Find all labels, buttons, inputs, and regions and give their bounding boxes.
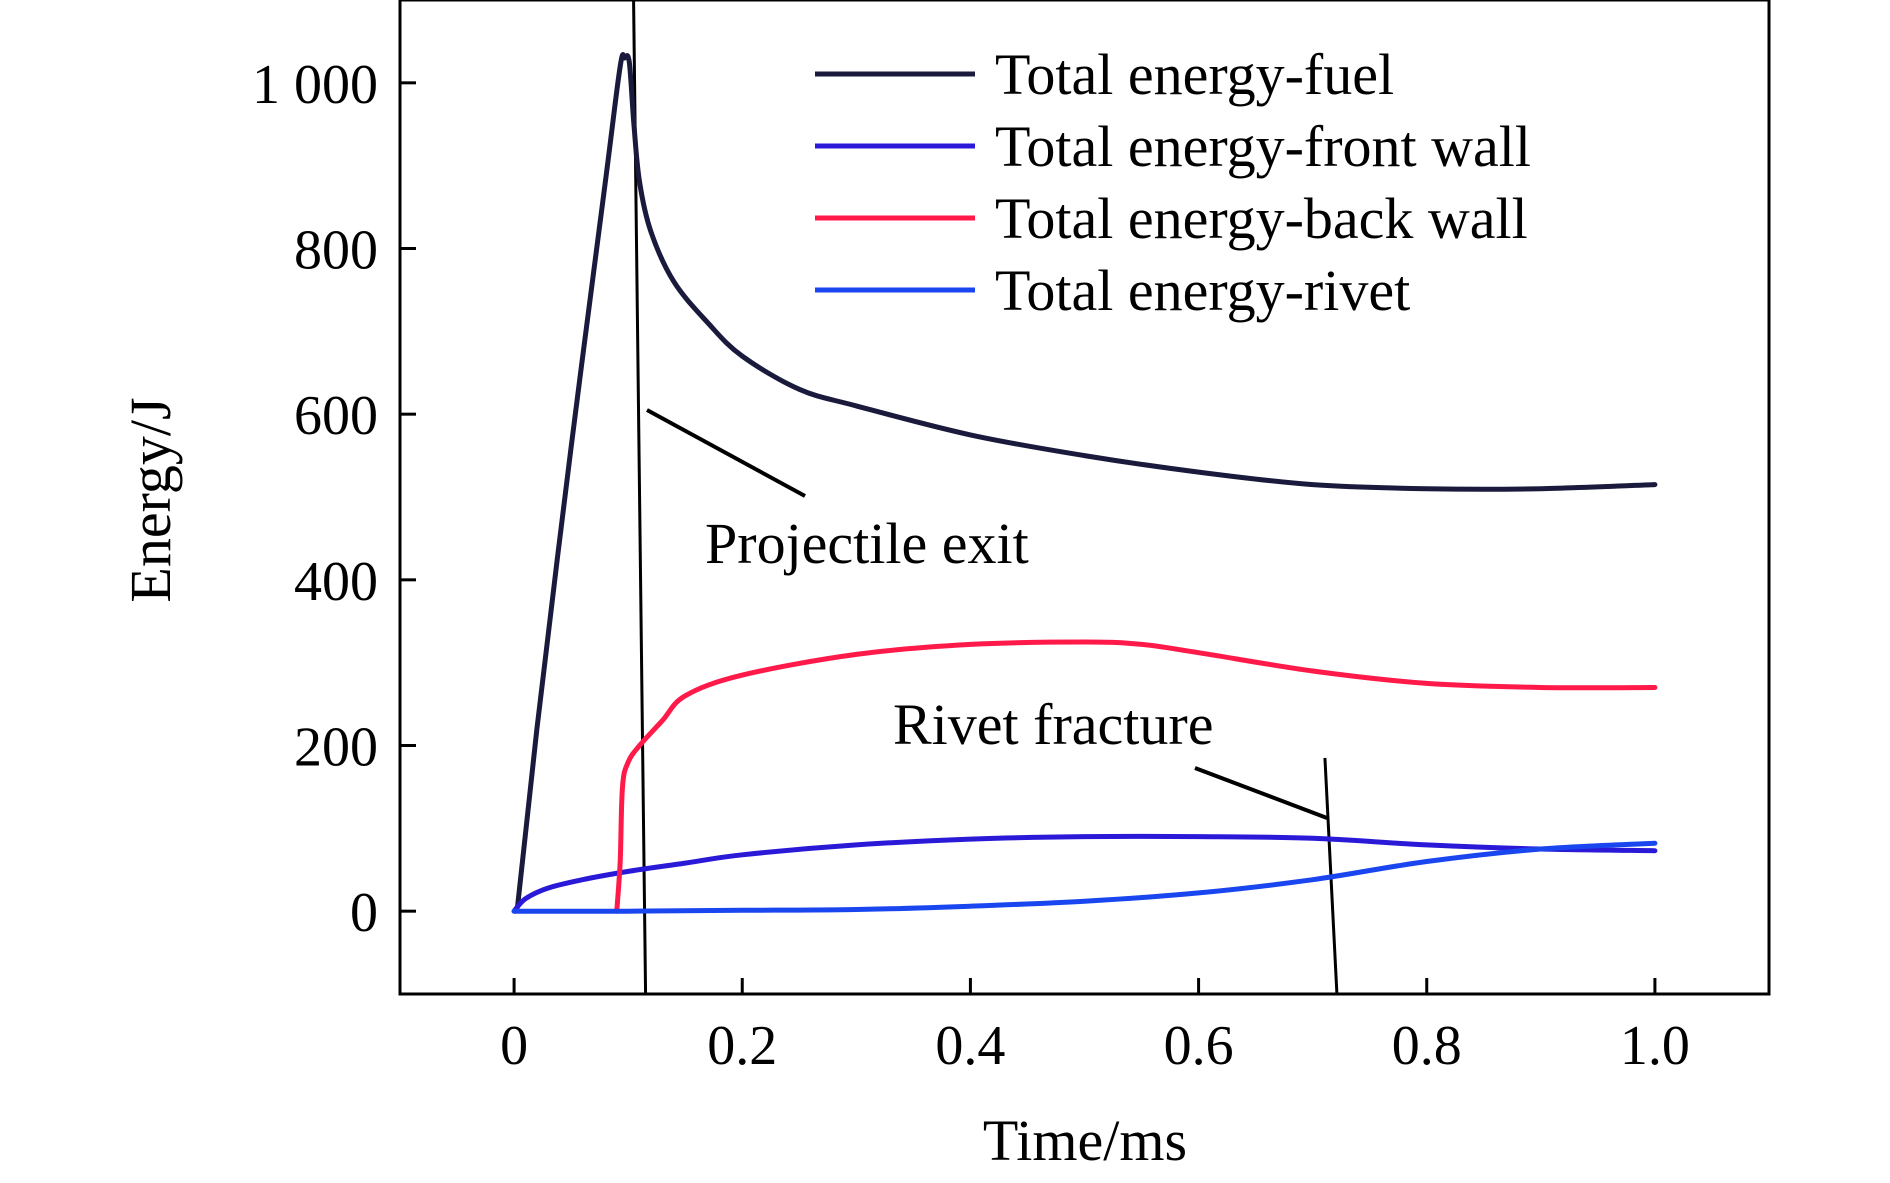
legend: Total energy-fuel Total energy-front wal… <box>815 42 1531 323</box>
annotation-pointer-projectile-exit <box>646 408 806 498</box>
y-tick-label: 800 <box>294 220 378 282</box>
x-tick-label: 0.2 <box>707 1015 777 1077</box>
plot-frame <box>398 0 1771 996</box>
y-axis-title: Energy/J <box>118 397 183 602</box>
annotation-label-projectile-exit: Projectile exit <box>705 511 1029 576</box>
annotation-label-rivet-fracture: Rivet fracture <box>893 692 1213 757</box>
series-line-front-wall <box>511 833 1658 914</box>
series-layer <box>511 52 1658 914</box>
y-tick-label: 400 <box>294 551 378 613</box>
series-line-rivet <box>511 840 1658 914</box>
legend-label-rivet: Total energy-rivet <box>995 258 1410 323</box>
legend-label-fuel: Total energy-fuel <box>995 42 1394 107</box>
legend-label-back-wall: Total energy-back wall <box>995 186 1528 251</box>
axis-ticks: 0 0.2 0.4 0.6 0.8 1.0 0 200 400 600 800 1 000 <box>252 54 1690 1077</box>
x-tick-label: 0.8 <box>1392 1015 1462 1077</box>
y-tick-label: 200 <box>294 717 378 779</box>
annotation-rivet-fracture: Rivet fracture <box>893 692 1328 820</box>
x-tick-label: 1.0 <box>1620 1015 1690 1077</box>
x-axis-title: Time/ms <box>983 1108 1187 1173</box>
y-tick-label: 0 <box>350 882 378 944</box>
series-line-back-wall <box>614 639 1658 914</box>
annotation-projectile-exit: Projectile exit <box>646 408 1029 576</box>
legend-label-front-wall: Total energy-front wall <box>995 114 1531 179</box>
x-tick-label: 0.4 <box>935 1015 1005 1077</box>
y-tick-label: 1 000 <box>252 54 378 116</box>
x-tick-label: 0.6 <box>1164 1015 1234 1077</box>
annotation-pointer-rivet-fracture <box>1194 766 1328 820</box>
series-line-fuel <box>515 52 1658 910</box>
x-tick-label: 0 <box>500 1015 528 1077</box>
y-tick-label: 600 <box>294 385 378 447</box>
